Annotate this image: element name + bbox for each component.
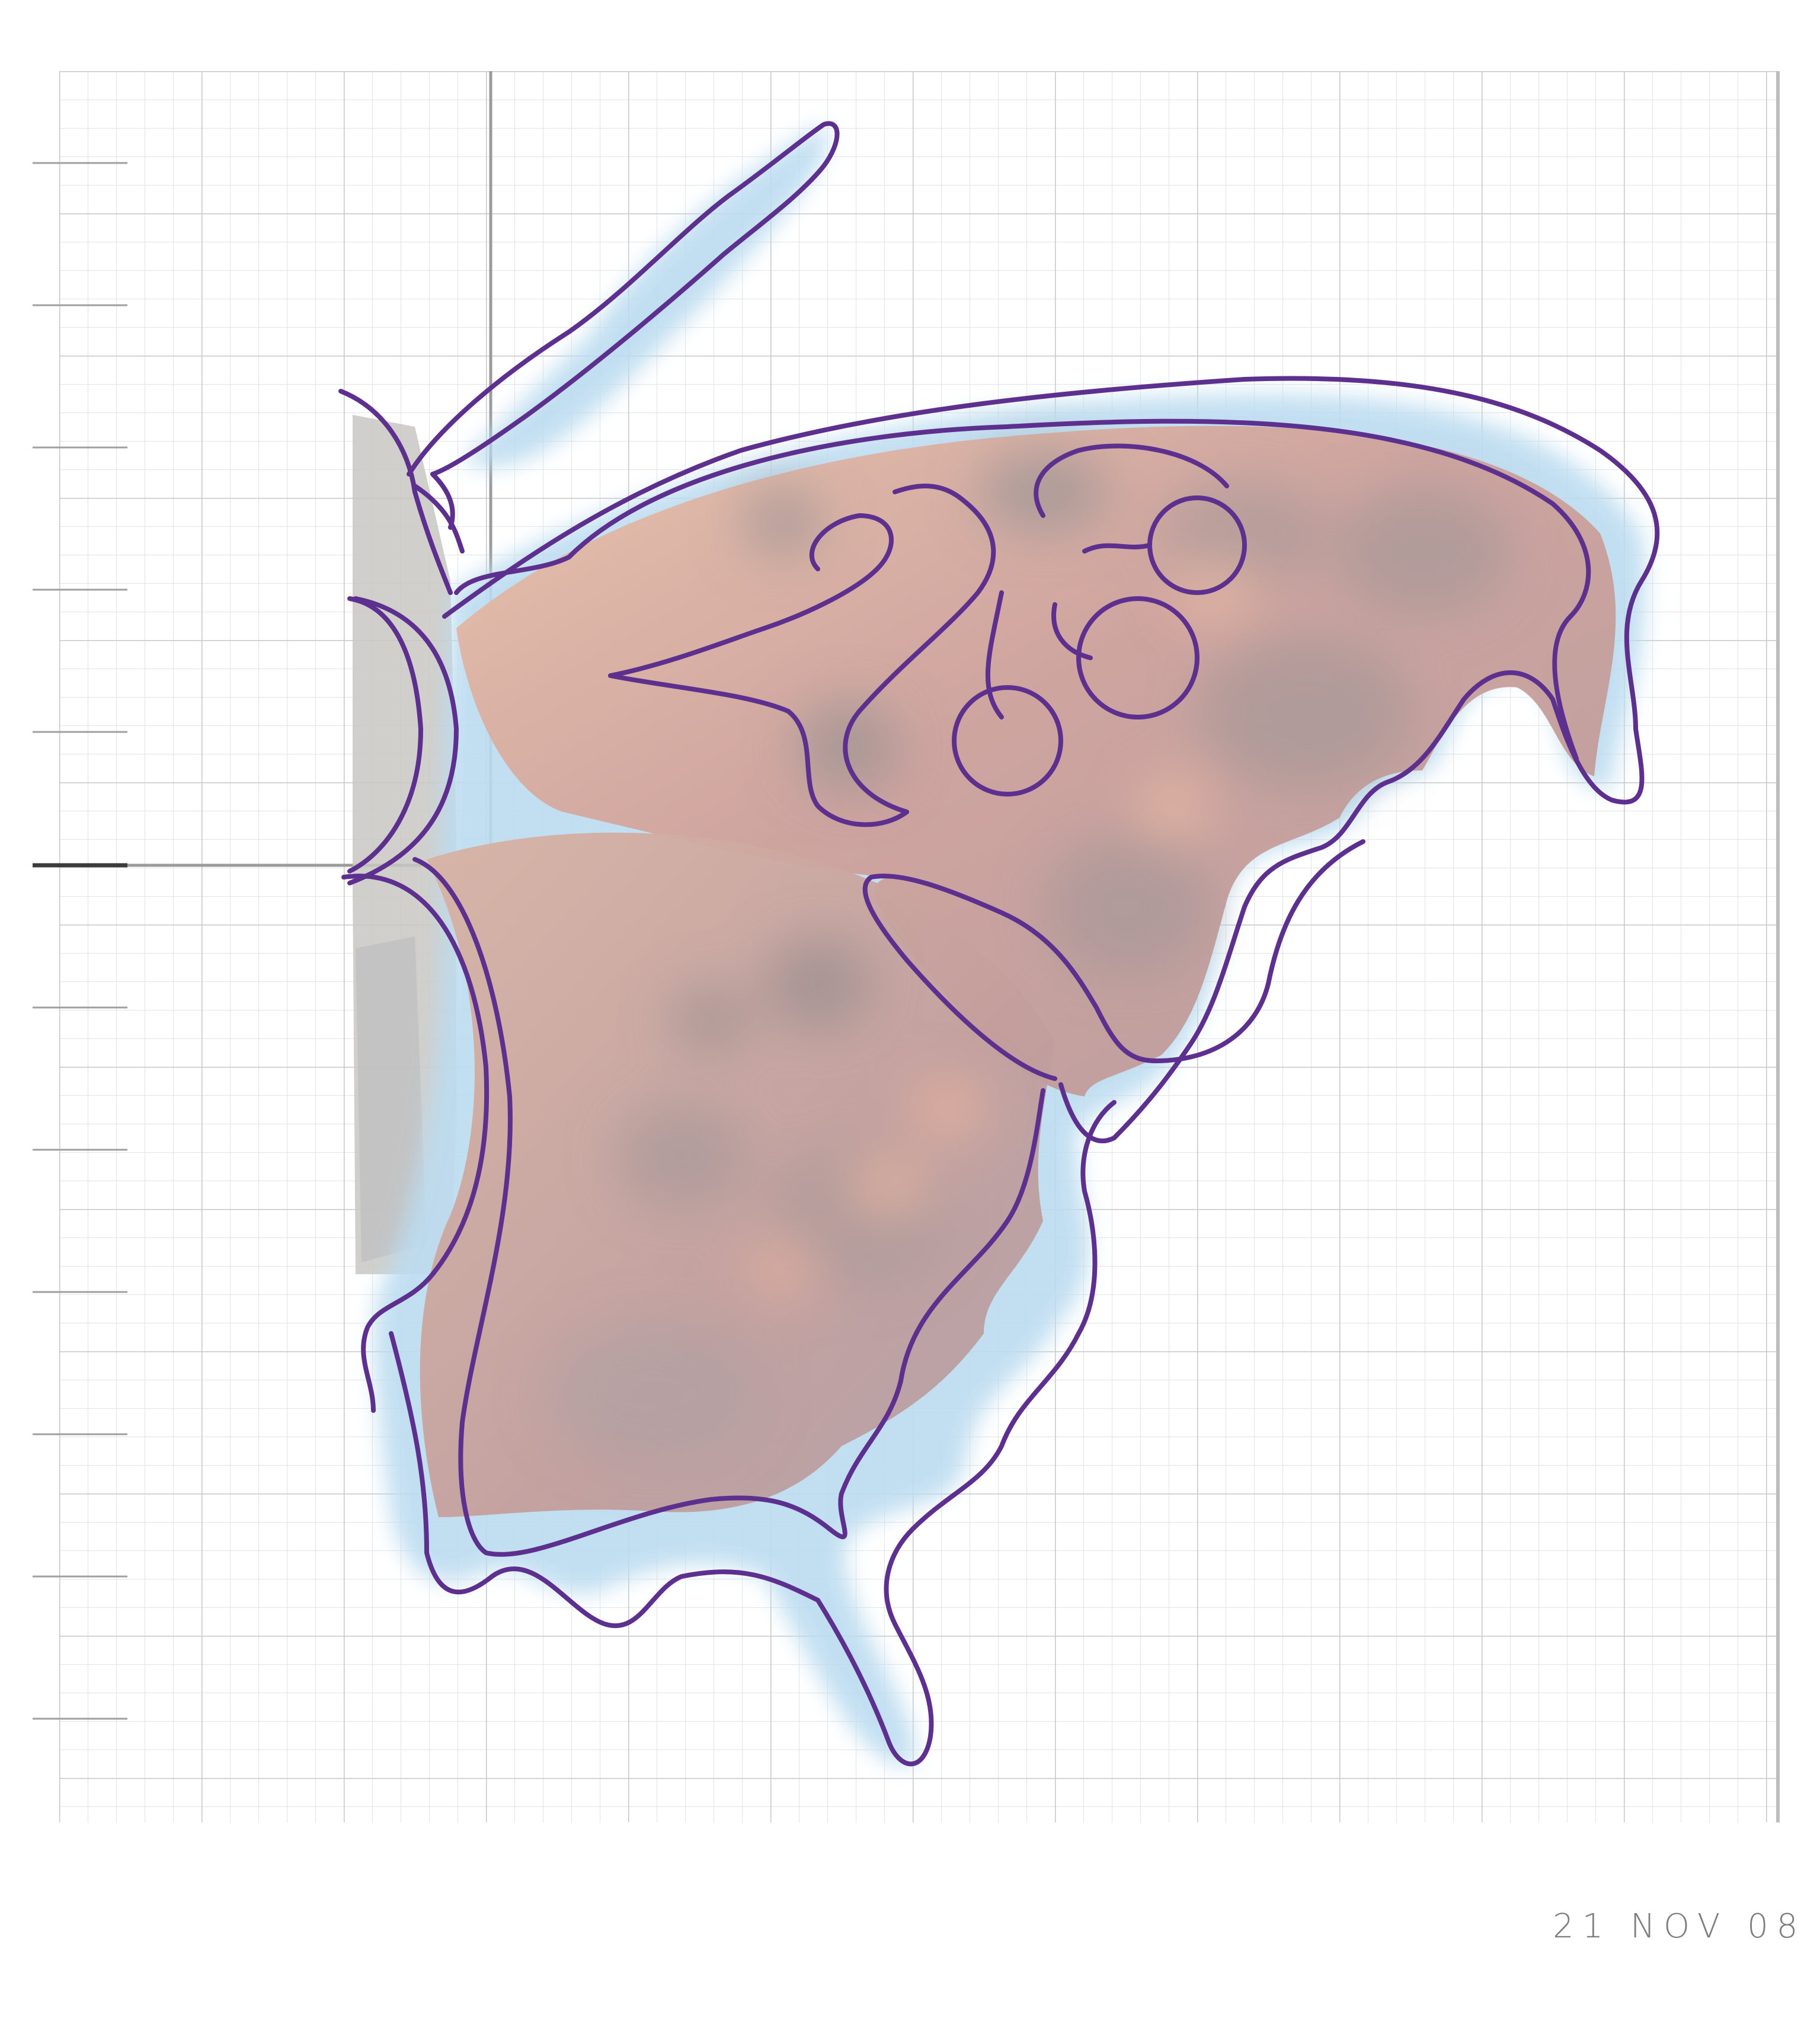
antenna-icon [407, 121, 840, 530]
forewing [456, 426, 1616, 1096]
butterfly-body [353, 415, 456, 1274]
wing-outline [338, 376, 1660, 1767]
wing-spots [545, 450, 1511, 1464]
date-stamp: 21 NOV 08 [1553, 1907, 1806, 1946]
